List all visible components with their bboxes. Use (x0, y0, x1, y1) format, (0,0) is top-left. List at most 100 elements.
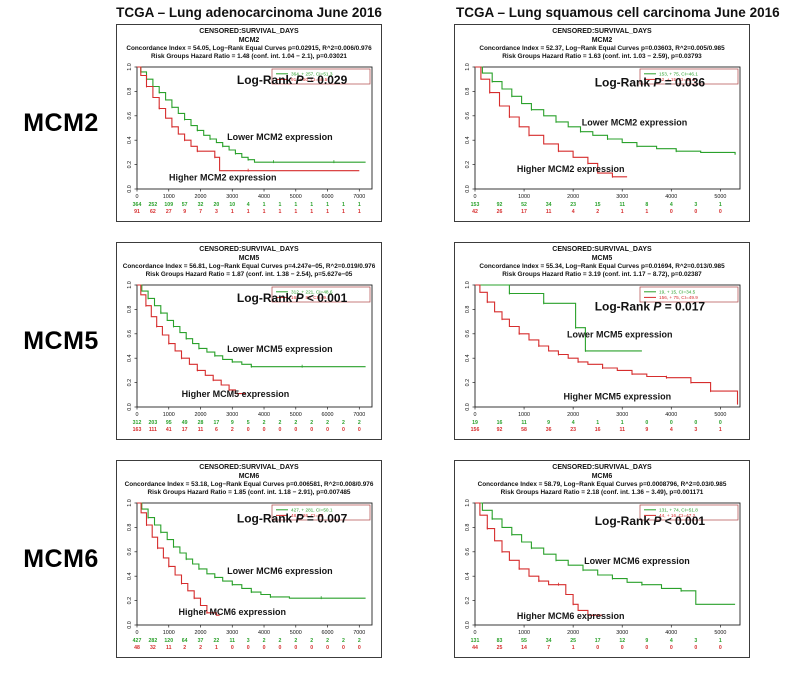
svg-text:0.2: 0.2 (465, 597, 471, 605)
panel-title-gene: MCM6 (238, 472, 260, 480)
svg-text:0: 0 (136, 194, 139, 200)
svg-text:5000: 5000 (290, 194, 302, 200)
panel-title-gene: MCM5 (238, 254, 260, 262)
svg-text:0.4: 0.4 (465, 136, 471, 144)
svg-text:83: 83 (497, 638, 503, 644)
svg-text:0: 0 (278, 645, 281, 651)
km-panel-mcm5-adeno: CENSORED:SURVIVAL_DAYS MCM5 Concordance … (116, 242, 382, 440)
svg-text:34: 34 (546, 638, 552, 644)
svg-text:156, + 75, CI=49.9: 156, + 75, CI=49.9 (659, 295, 698, 300)
survival-curve-high (137, 66, 360, 172)
group-annotation: Higher MCM6 expression (517, 611, 625, 621)
svg-text:49: 49 (182, 420, 188, 426)
panel-title-gene: MCM2 (591, 36, 613, 44)
svg-text:0: 0 (719, 209, 722, 215)
svg-text:3000: 3000 (226, 412, 238, 418)
svg-text:1: 1 (342, 202, 345, 208)
x-axis: 0 1000 2000 3000 4000 5000 (474, 624, 726, 636)
legend: 153, + 75, CI=46.142, + 15, CI=54.5 (639, 68, 739, 85)
panel-stats-concordance: Concordance Index = 53.18, Log−Rank Equa… (124, 481, 374, 489)
svg-text:2000: 2000 (195, 630, 207, 636)
svg-text:2: 2 (278, 638, 281, 644)
svg-text:4: 4 (670, 427, 673, 433)
panel-title-censored: CENSORED:SURVIVAL_DAYS (199, 464, 299, 471)
group-annotation: Lower MCM6 expression (227, 566, 333, 576)
svg-text:1.0: 1.0 (127, 63, 133, 71)
svg-text:7000: 7000 (353, 630, 365, 636)
svg-text:0: 0 (694, 420, 697, 426)
svg-text:1: 1 (278, 202, 281, 208)
svg-text:28: 28 (198, 420, 204, 426)
svg-text:0: 0 (136, 630, 139, 636)
svg-text:2: 2 (358, 420, 361, 426)
svg-text:0: 0 (247, 645, 250, 651)
survival-curve-low (137, 284, 366, 368)
svg-text:4000: 4000 (665, 630, 677, 636)
km-plot-svg: 0.00.20.40.60.81.00 1000 2000 3000 4000 5000 6… (127, 281, 373, 433)
svg-text:2: 2 (231, 427, 234, 433)
svg-text:156: 156 (471, 427, 480, 433)
svg-text:11: 11 (521, 420, 527, 426)
svg-text:0.2: 0.2 (127, 161, 133, 169)
svg-text:0: 0 (621, 645, 624, 651)
svg-text:2: 2 (263, 420, 266, 426)
row-mcm2: MCM2 CENSORED:SURVIVAL_DAYS MCM2 Concord… (6, 24, 787, 222)
svg-text:23: 23 (570, 427, 576, 433)
svg-text:0.4: 0.4 (127, 136, 133, 144)
svg-text:0.2: 0.2 (127, 597, 133, 605)
svg-text:1: 1 (247, 209, 250, 215)
svg-text:203: 203 (149, 420, 158, 426)
svg-text:44, + 16, CI=47.2: 44, + 16, CI=47.2 (659, 513, 696, 518)
svg-text:4: 4 (670, 638, 673, 644)
svg-text:5000: 5000 (714, 412, 726, 418)
svg-text:427: 427 (133, 638, 142, 644)
svg-text:0: 0 (231, 645, 234, 651)
svg-text:0: 0 (342, 645, 345, 651)
svg-text:0: 0 (310, 427, 313, 433)
y-axis: 0.0 0.2 0.4 0.6 0.8 1.0 (127, 63, 137, 193)
svg-text:17: 17 (214, 420, 220, 426)
group-annotation: Higher MCM5 expression (182, 389, 290, 399)
svg-text:42: 42 (472, 209, 478, 215)
svg-text:4000: 4000 (258, 194, 270, 200)
svg-text:1: 1 (294, 209, 297, 215)
svg-text:7000: 7000 (353, 412, 365, 418)
svg-text:1: 1 (231, 209, 234, 215)
svg-text:1.0: 1.0 (127, 281, 133, 289)
svg-text:3: 3 (694, 202, 697, 208)
row-mcm6: MCM6 CENSORED:SURVIVAL_DAYS MCM6 Concord… (6, 460, 787, 658)
svg-text:19: 19 (472, 420, 478, 426)
svg-text:0: 0 (719, 420, 722, 426)
svg-text:25: 25 (570, 638, 576, 644)
km-panel-mcm2-squamous: CENSORED:SURVIVAL_DAYS MCM2 Concordance … (454, 24, 750, 222)
at-risk-table: 364 252 109 57 32 20 10 4 1 1 1 1 1 1 191 62 27 9 7 3 1 1 1 1 1 1… (133, 202, 361, 215)
svg-text:4000: 4000 (665, 194, 677, 200)
svg-text:3: 3 (694, 427, 697, 433)
svg-text:44: 44 (472, 645, 478, 651)
svg-text:4: 4 (670, 202, 673, 208)
svg-text:0.4: 0.4 (465, 354, 471, 362)
svg-text:3000: 3000 (226, 194, 238, 200)
svg-text:252: 252 (149, 202, 158, 208)
panel-title-censored: CENSORED:SURVIVAL_DAYS (199, 246, 299, 253)
svg-text:0: 0 (596, 645, 599, 651)
svg-text:9: 9 (645, 427, 648, 433)
x-axis: 0 1000 2000 3000 4000 5000 6000 7000 (136, 624, 365, 636)
panel-stats-concordance: Concordance Index = 58.79, Log−Rank Equa… (477, 481, 727, 489)
svg-text:6000: 6000 (322, 412, 334, 418)
plot-box (136, 284, 373, 408)
svg-text:0: 0 (670, 420, 673, 426)
svg-text:6000: 6000 (322, 194, 334, 200)
svg-text:91, + 50, CI=50.5: 91, + 50, CI=50.5 (291, 77, 328, 82)
survival-curve-low (475, 284, 642, 352)
svg-text:0: 0 (645, 420, 648, 426)
y-axis: 0.0 0.2 0.4 0.6 0.8 1.0 (465, 499, 475, 629)
svg-text:427, + 281, CI=50.1: 427, + 281, CI=50.1 (291, 507, 333, 512)
svg-text:1: 1 (572, 645, 575, 651)
panel-title-censored: CENSORED:SURVIVAL_DAYS (552, 28, 652, 35)
svg-text:58: 58 (521, 427, 527, 433)
svg-text:25: 25 (497, 645, 503, 651)
column-title-squamous: TCGA – Lung squamous cell carcinoma June… (456, 5, 780, 20)
svg-text:27: 27 (166, 209, 172, 215)
